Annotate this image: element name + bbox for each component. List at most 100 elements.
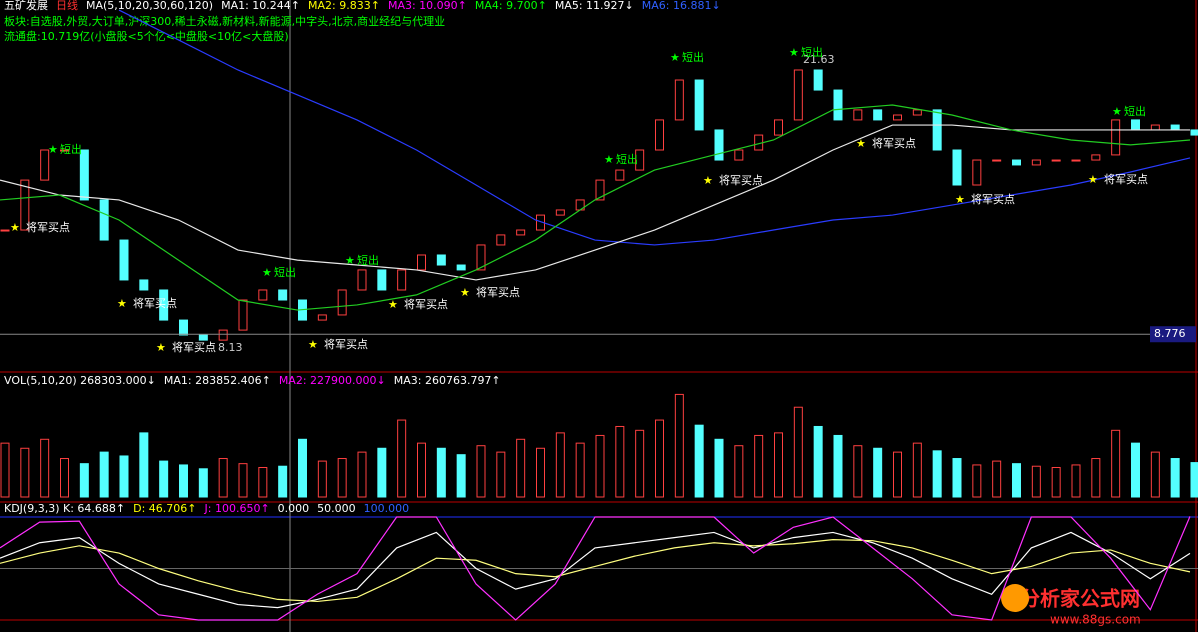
header-item: MA1: 10.244↑ xyxy=(221,0,300,12)
volume-bar xyxy=(734,445,744,498)
volume-bar xyxy=(1190,462,1198,498)
volume-bar xyxy=(0,442,10,498)
volume-bar xyxy=(655,419,664,498)
candle xyxy=(635,149,645,171)
d-line xyxy=(0,539,1191,603)
volume-bar xyxy=(1170,458,1180,498)
sell-star: ★ xyxy=(262,266,272,279)
header-item: MA3: 260763.797↑ xyxy=(394,374,501,387)
volume-bar xyxy=(99,451,109,498)
volume-bar xyxy=(417,442,426,498)
sell-signal: 短出 xyxy=(801,45,823,59)
volume-bar xyxy=(793,406,803,498)
buy-signal: 将军买点 xyxy=(133,297,177,310)
candle xyxy=(179,319,188,336)
volume-bar xyxy=(159,460,169,498)
volume-bar xyxy=(1071,464,1081,498)
header-item: D: 46.706↑ xyxy=(133,502,196,515)
volume-bar xyxy=(20,447,30,498)
candle xyxy=(1190,129,1198,136)
sell-star: ★ xyxy=(345,254,355,267)
header-item: 100.000 xyxy=(364,502,410,515)
buy-star: ★ xyxy=(388,298,398,311)
sell-signal: 短出 xyxy=(682,50,704,64)
candle xyxy=(893,114,902,121)
sell-signal: 短出 xyxy=(274,265,296,279)
volume-bar xyxy=(238,463,248,498)
high-label: 21.63 xyxy=(803,53,835,66)
volume-bar xyxy=(397,419,407,498)
volume-bar xyxy=(873,447,883,498)
header-item: MA6: 16.881↓ xyxy=(642,0,721,12)
header-item: 50.000 xyxy=(317,502,356,515)
candle xyxy=(1051,159,1061,162)
buy-signal: 将军买点 xyxy=(971,193,1015,206)
volume-bar xyxy=(139,432,149,498)
volume-bar xyxy=(536,447,545,498)
sell-star: ★ xyxy=(1112,105,1122,118)
sector: 板块:自选股,外贸,大订单,沪深300,稀土永磁,新材料,新能源,中字头,北京,… xyxy=(4,14,445,28)
buy-star: ★ xyxy=(955,193,965,206)
sell-signal: 短出 xyxy=(357,253,379,267)
candle xyxy=(595,179,605,201)
header-item: MA(5,10,20,30,60,120) xyxy=(86,0,213,12)
candle xyxy=(793,69,803,121)
candle xyxy=(615,169,625,181)
candle xyxy=(655,119,664,151)
candle xyxy=(20,179,30,231)
candle xyxy=(1111,119,1121,156)
volume-bar xyxy=(595,434,605,498)
volume-bar xyxy=(1150,451,1160,498)
candle xyxy=(0,229,10,232)
candle xyxy=(992,159,1002,162)
candle xyxy=(139,279,149,291)
buy-star: ★ xyxy=(856,137,866,150)
logo xyxy=(1001,584,1029,612)
volume-bar xyxy=(1111,429,1121,498)
candle xyxy=(972,159,982,186)
low-label: 8.13 xyxy=(218,341,243,354)
volume-bar xyxy=(1051,467,1061,498)
volume-bar xyxy=(674,393,684,498)
sell-star: ★ xyxy=(604,153,614,166)
volume-bar xyxy=(893,451,902,498)
buy-signal: 将军买点 xyxy=(476,286,520,299)
candle xyxy=(952,149,962,186)
volume-bar xyxy=(357,451,367,498)
candle xyxy=(1131,119,1140,131)
current-label: 8.776 xyxy=(1154,327,1186,340)
watermark-url: www.88gs.com xyxy=(1050,613,1141,627)
volume-bar xyxy=(774,432,783,498)
header-item: MA4: 9.700↑ xyxy=(475,0,547,12)
sell-signal: 短出 xyxy=(616,152,638,166)
volume-bar xyxy=(833,434,843,498)
header-item: MA2: 227900.000↓ xyxy=(279,374,386,387)
volume-bar xyxy=(218,458,228,498)
volume-bar xyxy=(79,463,89,498)
sell-signal: 短出 xyxy=(1124,104,1146,118)
ma-line xyxy=(0,124,1190,281)
volume-bar xyxy=(436,447,446,498)
buy-star: ★ xyxy=(308,338,318,351)
buy-signal: 将军买点 xyxy=(324,338,368,351)
candle xyxy=(278,289,288,301)
candle xyxy=(60,149,69,152)
buy-signal: 将军买点 xyxy=(1104,173,1148,186)
sell-star: ★ xyxy=(48,143,58,156)
candle xyxy=(456,264,466,271)
candle xyxy=(377,269,387,291)
volume-bar xyxy=(198,468,208,498)
candle xyxy=(853,109,863,121)
header-item: MA3: 10.090↑ xyxy=(388,0,467,12)
buy-signal: 将军买点 xyxy=(26,221,70,234)
candle xyxy=(674,79,684,121)
float: 流通盘:10.719亿(小盘股<5个亿<中盘股<10亿<大盘股) xyxy=(4,29,289,43)
buy-star: ★ xyxy=(460,286,470,299)
header-item: 0.000 xyxy=(278,502,310,515)
candle xyxy=(238,299,248,331)
candle xyxy=(1012,159,1021,166)
volume-bar xyxy=(496,451,506,498)
candle xyxy=(813,69,823,91)
candle xyxy=(79,149,89,201)
